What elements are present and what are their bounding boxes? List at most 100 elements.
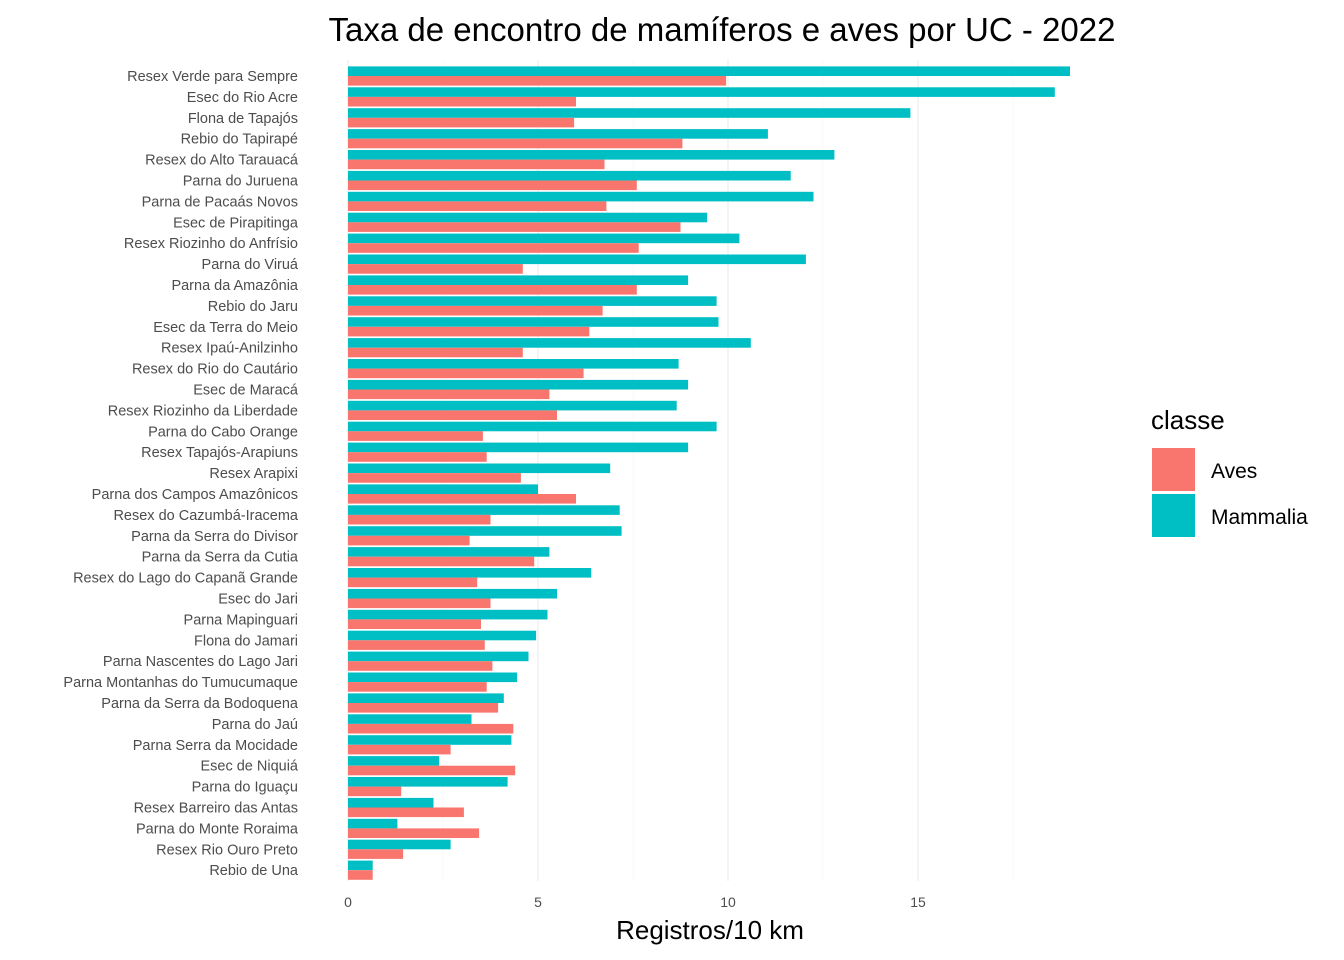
- bar-aves: [348, 535, 470, 546]
- category-label: Rebio de Una: [209, 863, 299, 879]
- bar-mammalia: [348, 839, 451, 850]
- category-label: Resex Ipaú-Anilzinho: [161, 341, 298, 357]
- legend-label-mammalia: Mammalia: [1211, 506, 1308, 529]
- category-label: Esec de Niquiá: [200, 759, 298, 775]
- category-label: Parna do Viruá: [202, 257, 299, 273]
- bar-aves: [348, 389, 550, 400]
- bar-aves: [348, 640, 485, 650]
- category-label: Rebio do Tapirapé: [181, 132, 298, 148]
- bar-aves: [348, 598, 491, 609]
- x-tick-label: 15: [910, 894, 926, 910]
- bar-aves: [348, 661, 493, 671]
- bar-aves: [348, 556, 535, 567]
- bar-aves: [348, 180, 637, 191]
- bar-mammalia: [348, 338, 751, 348]
- bar-mammalia: [348, 630, 537, 641]
- category-label: Resex Verde para Sempre: [127, 69, 298, 85]
- category-label: Resex do Alto Tarauacá: [145, 153, 299, 169]
- category-label: Parna do Juruena: [183, 174, 299, 190]
- category-label: Parna do Monte Roraima: [136, 821, 299, 837]
- bar-aves: [348, 431, 483, 441]
- bar-mammalia: [348, 275, 689, 285]
- category-label: Parna dos Campos Amazônicos: [92, 487, 298, 503]
- bar-aves: [348, 138, 683, 149]
- x-tick-label: 0: [344, 894, 352, 910]
- bar-aves: [348, 285, 637, 295]
- bar-mammalia: [348, 296, 717, 306]
- legend-title: classe: [1151, 405, 1225, 435]
- legend: classe Aves Mammalia: [1151, 405, 1308, 537]
- bar-aves: [348, 368, 584, 379]
- category-label: Parna da Amazônia: [171, 278, 298, 294]
- bar-mammalia: [348, 714, 472, 724]
- bar-mammalia: [348, 505, 620, 515]
- bar-aves: [348, 682, 487, 692]
- bar-aves: [348, 786, 402, 797]
- bar-mammalia: [348, 212, 708, 223]
- bar-mammalia: [348, 547, 550, 557]
- legend-swatch-mammalia: [1152, 494, 1195, 537]
- category-label: Parna do Iguaçu: [192, 780, 298, 796]
- category-label: Esec do Jari: [218, 592, 298, 608]
- bar-aves: [348, 849, 404, 859]
- bar-mammalia: [348, 693, 504, 703]
- bar-mammalia: [348, 129, 768, 139]
- bar-mammalia: [348, 379, 689, 390]
- bar-mammalia: [348, 317, 719, 327]
- category-label: Resex do Rio do Cautário: [132, 362, 298, 378]
- bar-aves: [348, 514, 491, 525]
- category-label: Esec da Terra do Meio: [153, 320, 298, 336]
- category-label: Resex Tapajós-Arapiuns: [141, 445, 298, 461]
- category-label: Flona de Tapajós: [188, 111, 298, 127]
- category-label: Parna do Jaú: [212, 717, 298, 733]
- bar-aves: [348, 765, 516, 776]
- chart-title: Taxa de encontro de mamíferos e aves por…: [329, 11, 1116, 48]
- bar-aves: [348, 222, 681, 232]
- category-label: Resex Barreiro das Antas: [134, 801, 298, 817]
- bar-mammalia: [348, 860, 373, 871]
- category-labels: Resex Verde para Sempre Esec do Rio Acre F…: [63, 69, 299, 879]
- bar-mammalia: [348, 588, 557, 599]
- category-label: Esec do Rio Acre: [187, 90, 298, 106]
- category-label: Parna do Cabo Orange: [148, 424, 298, 440]
- category-label: Parna de Pacaás Novos: [142, 194, 298, 210]
- bar-aves: [348, 473, 521, 483]
- category-label: Resex do Lago do Capanã Grande: [73, 571, 298, 587]
- bar-aves: [348, 577, 478, 588]
- bar-aves: [348, 619, 481, 629]
- category-label: Rebio do Jaru: [208, 299, 298, 315]
- category-label: Esec de Pirapitinga: [173, 215, 299, 231]
- bar-mammalia: [348, 484, 538, 494]
- bar-mammalia: [348, 87, 1055, 97]
- bar-aves: [348, 96, 576, 107]
- bar-aves: [348, 410, 557, 420]
- category-label: Parna Serra da Mocidade: [133, 738, 298, 754]
- bar-mammalia: [348, 233, 740, 244]
- bar-mammalia: [348, 66, 1070, 76]
- x-tick-label: 5: [534, 894, 542, 910]
- category-label: Resex Riozinho da Liberdade: [108, 403, 298, 419]
- bar-aves: [348, 305, 603, 316]
- bar-aves: [348, 870, 373, 880]
- bar-mammalia: [348, 797, 434, 808]
- bar-mammalia: [348, 421, 717, 432]
- x-axis-title: Registros/10 km: [616, 915, 804, 945]
- bar-aves: [348, 264, 523, 274]
- bars: [348, 66, 1070, 880]
- category-label: Parna da Serra da Bodoquena: [101, 696, 299, 712]
- bar-mammalia: [348, 150, 835, 160]
- category-label: Parna da Serra do Divisor: [131, 529, 298, 545]
- bar-mammalia: [348, 777, 508, 787]
- legend-label-aves: Aves: [1211, 460, 1257, 483]
- bar-mammalia: [348, 442, 689, 453]
- category-label: Resex Arapixi: [209, 466, 298, 482]
- bar-aves: [348, 744, 451, 755]
- bar-mammalia: [348, 609, 548, 620]
- bar-aves: [348, 326, 590, 337]
- bar-mammalia: [348, 191, 814, 202]
- category-label: Flona do Jamari: [194, 633, 298, 649]
- bar-mammalia: [348, 254, 806, 265]
- category-label: Esec de Maracá: [193, 383, 299, 399]
- bar-mammalia: [348, 818, 398, 829]
